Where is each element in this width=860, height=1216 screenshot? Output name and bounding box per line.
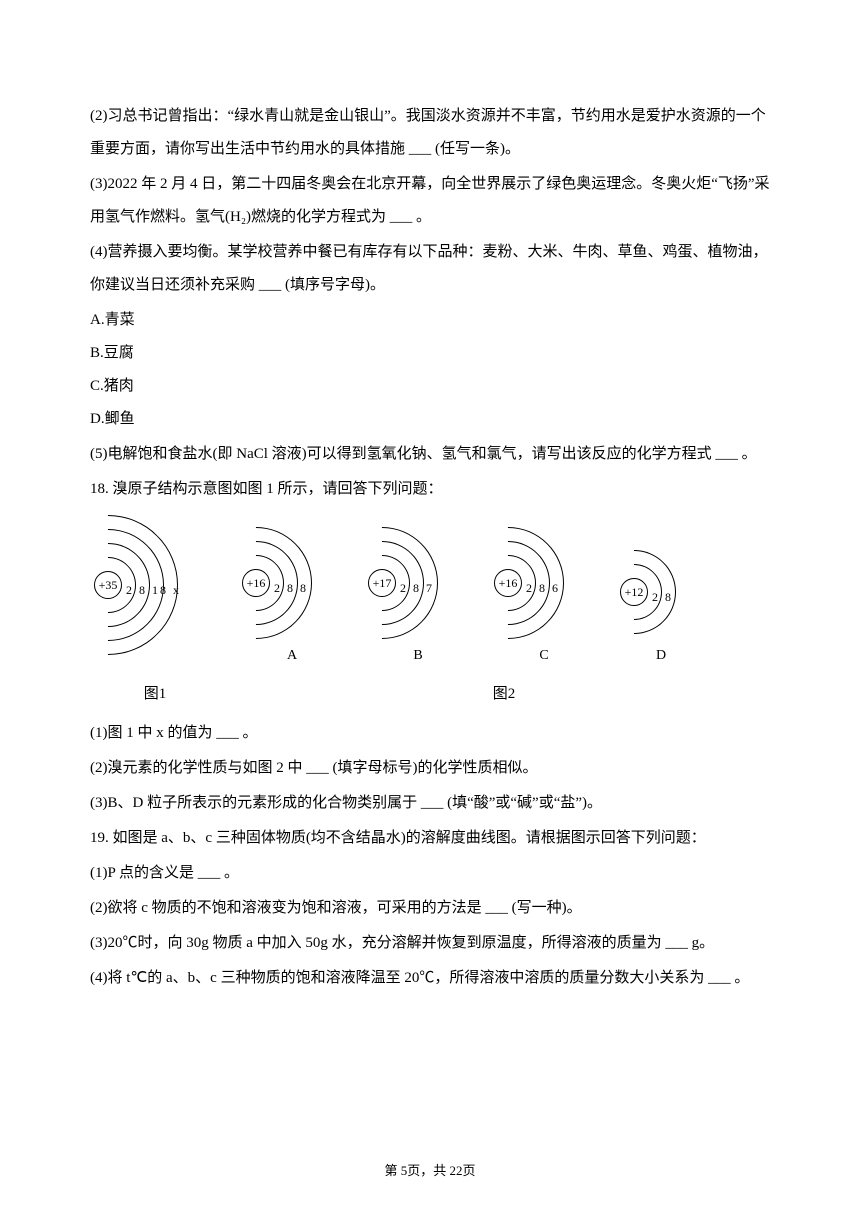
- page-content: (2)习总书记曾指出：“绿水青山就是金山银山”。我国淡水资源并不丰富，节约用水是…: [90, 100, 770, 995]
- q18-p2: (2)溴元素的化学性质与如图 2 中 ___ (填字母标号)的化学性质相似。: [90, 752, 770, 785]
- atom-diagram: +122 8D: [616, 547, 706, 672]
- q19-p3: (3)20℃时，向 30g 物质 a 中加入 50g 水，充分溶解并恢复到原温度…: [90, 927, 770, 960]
- q19-stem: 19. 如图是 a、b、c 三种固体物质(均不含结晶水)的溶解度曲线图。请根据图…: [90, 822, 770, 855]
- q17-p3: (3)2022 年 2 月 4 日，第二十四届冬奥会在北京开幕，向全世界展示了绿…: [90, 168, 770, 234]
- q17-options: A.青菜 B.豆腐 C.猪肉 D.鲫鱼: [90, 304, 770, 436]
- q17-p5: (5)电解饱和食盐水(即 NaCl 溶液)可以得到氢氧化钠、氢气和氯气，请写出该…: [90, 438, 770, 471]
- q17-optA: A.青菜: [90, 304, 770, 337]
- atom-label: C: [539, 641, 548, 672]
- q18-stem: 18. 溴原子结构示意图如图 1 所示，请回答下列问题：: [90, 473, 770, 506]
- q19-p2: (2)欲将 c 物质的不饱和溶液变为饱和溶液，可采用的方法是 ___ (写一种)…: [90, 892, 770, 925]
- figure-labels: 图1 图2: [90, 678, 770, 711]
- page-footer: 第 5页，共 22页: [0, 1157, 860, 1186]
- atom-label: A: [287, 641, 297, 672]
- q17-optB: B.豆腐: [90, 337, 770, 370]
- fig1-label: 图1: [90, 678, 220, 711]
- q17-p4: (4)营养摄入要均衡。某学校营养中餐已有库存有以下品种：麦粉、大米、牛肉、草鱼、…: [90, 236, 770, 302]
- q17-optD: D.鲫鱼: [90, 403, 770, 436]
- fig2-label: 图2: [238, 678, 770, 711]
- electron-numbers: 2 8 6: [526, 575, 560, 601]
- q17-p2: (2)习总书记曾指出：“绿水青山就是金山银山”。我国淡水资源并不丰富，节约用水是…: [90, 100, 770, 166]
- electron-numbers: 2 8 18 x: [126, 577, 181, 603]
- electron-numbers: 2 8: [652, 584, 673, 610]
- q18-p1: (1)图 1 中 x 的值为 ___ 。: [90, 717, 770, 750]
- atom-diagram: +162 8 6C: [490, 529, 598, 672]
- atom-diagrams: +352 8 18 x+162 8 8A+172 8 7B+162 8 6C+1…: [90, 520, 770, 672]
- electron-numbers: 2 8 8: [274, 575, 308, 601]
- atom-label: B: [413, 641, 422, 672]
- q19-p4: (4)将 t℃的 a、b、c 三种物质的饱和溶液降温至 20℃，所得溶液中溶质的…: [90, 962, 770, 995]
- q18-p3: (3)B、D 粒子所表示的元素形成的化合物类别属于 ___ (填“酸”或“碱”或…: [90, 787, 770, 820]
- q17-optC: C.猪肉: [90, 370, 770, 403]
- q19-p1: (1)P 点的含义是 ___ 。: [90, 857, 770, 890]
- electron-numbers: 2 8 7: [400, 575, 434, 601]
- atom-label: D: [656, 641, 666, 672]
